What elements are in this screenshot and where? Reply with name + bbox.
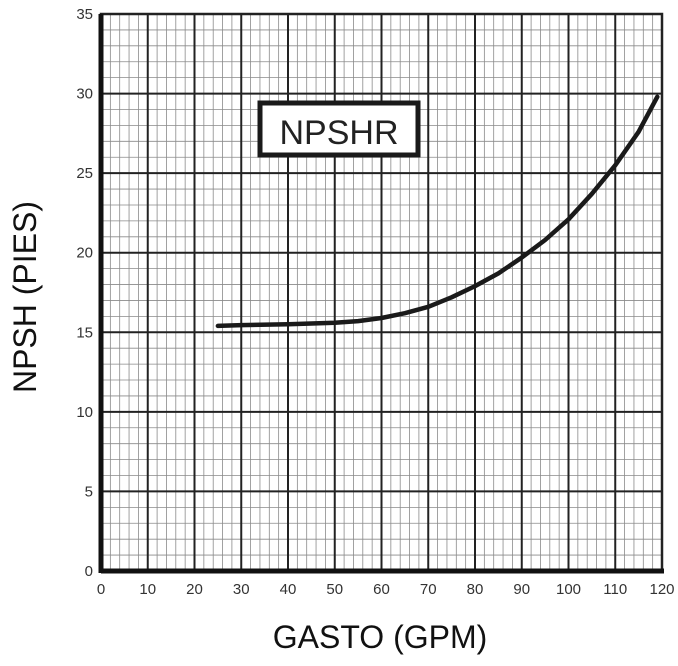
npshr-annotation: NPSHR — [257, 100, 421, 158]
y-tick-label: 20 — [76, 245, 93, 262]
x-tick-label: 60 — [373, 581, 390, 598]
x-tick-label: 90 — [513, 581, 530, 598]
x-tick-label: 30 — [233, 581, 250, 598]
x-tick-label: 110 — [603, 581, 627, 598]
y-tick-label: 30 — [76, 86, 93, 103]
npshr-annotation-box — [257, 100, 421, 158]
npshr-curve — [215, 94, 660, 329]
x-tick-label: 80 — [467, 581, 484, 598]
x-tick-label: 10 — [139, 581, 156, 598]
x-tick-label: 70 — [420, 581, 437, 598]
y-tick-labels: 0 5 10 15 20 25 30 35 — [76, 6, 93, 580]
npshr-annotation-text: NPSHR — [279, 114, 398, 152]
y-tick-label: 10 — [76, 404, 93, 421]
x-tick-label: 40 — [280, 581, 297, 598]
y-tick-label: 5 — [85, 483, 93, 500]
y-tick-label: 25 — [76, 165, 93, 182]
y-tick-label: 15 — [76, 324, 93, 341]
y-axis-title: NPSH (PIES) — [7, 201, 43, 393]
x-tick-label: 20 — [186, 581, 203, 598]
x-tick-label: 0 — [97, 581, 105, 598]
x-tick-labels: 0 10 20 30 40 50 60 70 80 90 100 110 120 — [97, 581, 675, 598]
x-axis-title: GASTO (GPM) — [273, 619, 488, 655]
x-tick-label: 100 — [556, 581, 581, 598]
x-tick-label: 120 — [649, 581, 674, 598]
x-tick-label: 50 — [326, 581, 343, 598]
y-tick-label: 0 — [85, 563, 93, 580]
y-tick-label: 35 — [76, 6, 93, 23]
series-layer — [215, 94, 660, 329]
